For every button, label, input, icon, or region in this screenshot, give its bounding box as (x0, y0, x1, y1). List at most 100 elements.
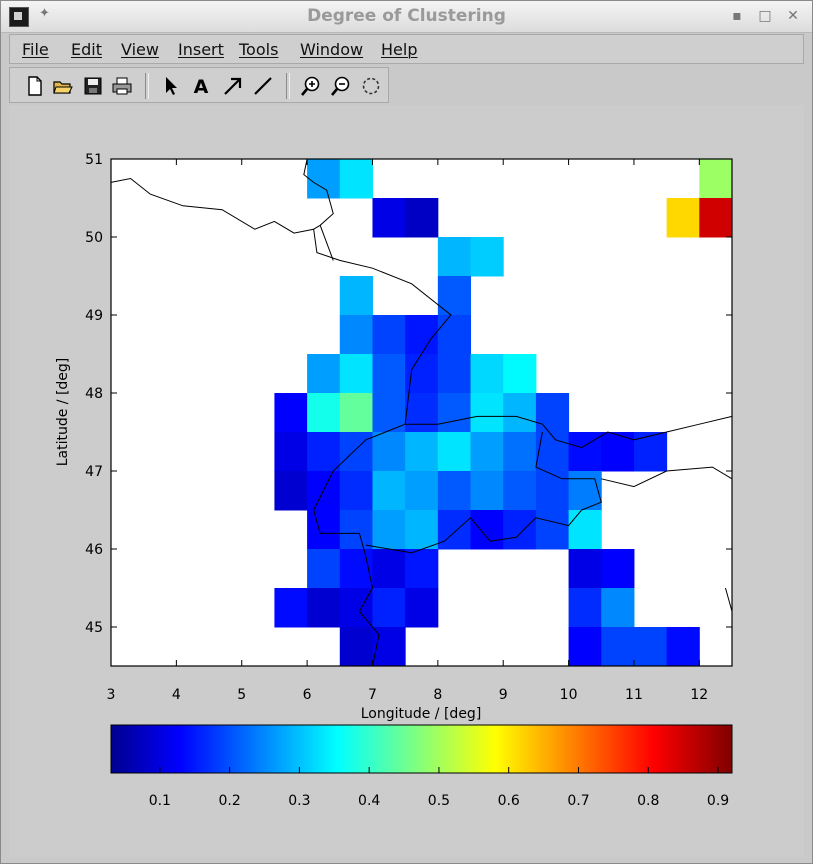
heatmap-cell (568, 432, 602, 472)
title-bar[interactable]: ✦ Degree of Clustering ▪ □ ✕ (1, 1, 812, 33)
heatmap-cell (437, 510, 472, 550)
figure-toolbar: A (9, 67, 389, 103)
heatmap-cell (372, 393, 406, 433)
heatmap-cell (307, 393, 341, 433)
y-axis-label: Latitude / [deg] (55, 358, 71, 467)
zoom-out-icon[interactable] (330, 75, 352, 97)
heatmap-cell (437, 471, 472, 511)
heatmap-cell (568, 549, 602, 589)
colorbar (110, 724, 733, 774)
heatmap-cell (339, 159, 373, 199)
heatmap-cell (307, 432, 341, 472)
country-borders (110, 158, 733, 667)
heatmap-cell (372, 588, 406, 628)
heatmap-cell (405, 471, 439, 511)
border-line (405, 415, 733, 449)
minimize-icon[interactable]: ▪ (732, 8, 742, 24)
border-line (110, 177, 452, 667)
heatmap-cell (503, 510, 537, 550)
heatmap-cell (666, 198, 700, 238)
heatmap-cell (470, 510, 504, 550)
heatmap-cell (405, 510, 439, 550)
zoom-in-icon[interactable] (300, 75, 322, 97)
menu-insert[interactable]: Insert (178, 40, 224, 59)
pin-icon[interactable]: ✦ (39, 6, 50, 21)
x-tick-label: 3 (107, 687, 116, 703)
heatmap-cell (633, 627, 668, 667)
menu-file[interactable]: File (22, 40, 49, 59)
menu-edit[interactable]: Edit (71, 40, 102, 59)
heatmap-cell (307, 510, 341, 550)
toolbar-separator (145, 73, 149, 99)
y-tick-label: 49 (85, 308, 103, 324)
heatmap-cell (699, 159, 733, 199)
heatmap-cell (339, 471, 373, 511)
colorbar-tick-label: 0.2 (218, 793, 240, 809)
heatmap-cell (470, 432, 504, 472)
y-tick-label: 50 (85, 230, 103, 246)
heatmap-cell (339, 627, 373, 667)
select-arrow-icon[interactable] (160, 75, 182, 97)
heatmap-cell (372, 432, 406, 472)
heatmap-cell (535, 510, 570, 550)
x-tick-label: 6 (303, 687, 312, 703)
x-axis: 3 4 5 6 7 8 9 10 11 12 (107, 159, 708, 703)
x-tick-label: 9 (499, 687, 508, 703)
heatmap-cell (339, 549, 373, 589)
heatmap-cell (405, 315, 439, 355)
save-icon[interactable] (82, 75, 104, 97)
colorbar-tick-label: 0.3 (288, 793, 310, 809)
plot-frame (110, 158, 733, 667)
heatmap-cell (437, 237, 472, 277)
new-figure-icon[interactable] (24, 75, 46, 97)
heatmap-cell (699, 198, 733, 238)
border-line (365, 431, 602, 554)
insert-line-icon[interactable] (252, 75, 274, 97)
print-icon[interactable] (111, 75, 133, 97)
heatmap-cell (405, 549, 439, 589)
heatmap-cell (535, 393, 570, 433)
heatmap-cell (372, 198, 406, 238)
menu-bar: File Edit View Insert Tools Window Help (9, 34, 804, 64)
heatmap-cell (372, 354, 406, 394)
rotate-icon[interactable] (360, 75, 382, 97)
x-tick-label: 12 (690, 687, 708, 703)
colorbar-tick-label: 0.1 (149, 793, 171, 809)
border-line (601, 466, 733, 488)
heatmap-cell (568, 627, 602, 667)
window-title: Degree of Clustering (307, 6, 506, 26)
heatmap-cells (274, 159, 733, 667)
heatmap-cell (601, 627, 635, 667)
insert-text-icon[interactable]: A (190, 75, 212, 97)
heatmap-cell (274, 393, 308, 433)
menu-window[interactable]: Window (300, 40, 364, 59)
toolbar-separator (286, 73, 290, 99)
heatmap-cell (503, 354, 537, 394)
close-icon[interactable]: ✕ (787, 8, 799, 24)
x-tick-label: 10 (560, 687, 578, 703)
open-file-icon[interactable] (52, 75, 74, 97)
border-line (319, 225, 334, 261)
y-axis: 45 46 47 48 49 50 51 (85, 152, 732, 636)
menu-help[interactable]: Help (381, 40, 418, 59)
heatmap-cell (405, 393, 439, 433)
heatmap-cell (503, 393, 537, 433)
maximize-icon[interactable]: □ (758, 8, 772, 24)
colorbar-tick-label: 0.8 (637, 793, 659, 809)
app-icon[interactable] (9, 7, 29, 27)
heatmap-cell (307, 549, 341, 589)
colorbar-tick-label: 0.5 (428, 793, 450, 809)
menu-view[interactable]: View (121, 40, 159, 59)
heatmap-cell (307, 588, 341, 628)
heatmap-cell (568, 471, 602, 511)
menu-tools[interactable]: Tools (239, 40, 279, 59)
heatmap-cell (274, 588, 308, 628)
heatmap-cell (274, 471, 308, 511)
insert-arrow-icon[interactable] (222, 75, 244, 97)
x-axis-label: Longitude / [deg] (361, 706, 482, 722)
colorbar-tick-label: 0.9 (707, 793, 729, 809)
heatmap-cell (405, 588, 439, 628)
heatmap-cell (437, 354, 472, 394)
